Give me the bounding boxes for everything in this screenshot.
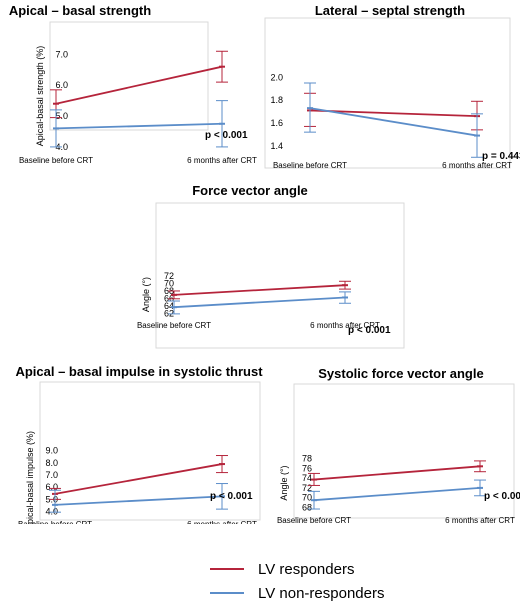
series-line	[173, 296, 346, 309]
panel-systolic-force-vector-angle: Systolic force vector angle 68 70 72 74 76 78…	[258, 362, 520, 525]
series-nonresponders	[49, 483, 228, 513]
series-line	[54, 463, 223, 495]
p-value-label: p < 0.001	[348, 325, 391, 336]
panel-apical-basal-impulse: Apical – basal impulse in systolic thrus…	[0, 362, 262, 530]
series-responders	[50, 50, 228, 119]
x-tick-label: Baseline before CRT	[137, 321, 211, 330]
plot-frame	[264, 17, 511, 169]
series-line	[55, 122, 223, 130]
y-axis-label: Angle (°)	[279, 465, 289, 500]
series-line	[55, 65, 223, 105]
series-line	[309, 109, 478, 118]
legend-swatch	[210, 592, 244, 594]
y-tick-label: 1.8	[270, 95, 283, 105]
series-line	[313, 465, 481, 481]
legend-label: LV responders	[258, 560, 355, 578]
chart-title: Systolic force vector angle	[318, 366, 484, 381]
x-tick-label: Baseline before CRT	[273, 161, 347, 170]
p-value-label: p = 0.443	[482, 151, 520, 162]
y-tick-label: 6.0	[45, 482, 58, 492]
y-tick-label: 64	[164, 301, 174, 311]
panel-apical-basal-strength: Apical – basal strength 4.0 5.0 6.0 7.0 Base…	[0, 0, 260, 180]
chart-title: Force vector angle	[192, 183, 308, 198]
series-nonresponders	[308, 479, 486, 510]
y-tick-label: 7.0	[45, 470, 58, 480]
x-tick-label: 6 months after CRT	[442, 161, 512, 170]
y-tick-label: 1.4	[270, 141, 283, 151]
y-tick-label: 4.0	[45, 507, 58, 517]
series-line	[309, 107, 478, 137]
y-tick-label: 2.0	[270, 72, 283, 82]
y-tick-label: 74	[302, 473, 312, 483]
series-nonresponders	[50, 100, 228, 148]
y-tick-label: 6.0	[55, 80, 68, 90]
series-nonresponders	[304, 82, 483, 158]
panel-force-vector-angle: Force vector angle 62 64 66 68 70 72 Baseline …	[110, 183, 410, 353]
x-tick-label: 6 months after CRT	[310, 321, 380, 330]
plot-frame	[155, 202, 405, 349]
y-tick-label: 70	[302, 493, 312, 503]
plot-frame	[39, 381, 261, 521]
y-tick-label: 70	[164, 279, 174, 289]
legend-label: LV non-responders	[258, 584, 385, 602]
chart-lateral-septal-strength: 1.4 1.6 1.8 2.0 Baseline before CRT 6 months …	[250, 17, 520, 170]
y-tick-label: 9.0	[45, 446, 58, 456]
legend-item-responders: LV responders	[210, 558, 354, 580]
legend-swatch	[210, 568, 244, 570]
panel-lateral-septal-strength: Lateral – septal strength 1.4 1.6 1.8 2.0 Ba…	[250, 0, 520, 180]
series-nonresponders	[168, 291, 351, 315]
y-tick-label: 72	[302, 483, 312, 493]
y-tick-label: 8.0	[45, 458, 58, 468]
y-tick-label: 72	[164, 271, 174, 281]
p-value-label: p < 0.001	[210, 491, 253, 502]
p-value-label: p < 0.001	[205, 130, 248, 141]
series-line	[313, 487, 481, 502]
y-tick-label: 78	[302, 453, 312, 463]
y-tick-label: 7.0	[55, 49, 68, 59]
series-line	[54, 495, 223, 506]
y-axis-label: Apical-basal strength (%)	[35, 46, 45, 147]
y-tick-label: 76	[302, 463, 312, 473]
series-responders	[49, 455, 228, 500]
x-tick-label: 6 months after CRT	[445, 516, 515, 524]
x-tick-label: Baseline before CRT	[277, 516, 351, 524]
series-line	[173, 284, 346, 296]
x-tick-label: Baseline before CRT	[19, 156, 93, 165]
x-tick-label: 6 months after CRT	[187, 156, 257, 165]
plot-frame	[293, 383, 515, 519]
series-responders	[308, 460, 486, 486]
x-tick-label: 6 months after CRT	[187, 520, 257, 524]
y-tick-label: 1.6	[270, 118, 283, 128]
y-axis-label: Apical-basal impulse (%)	[25, 431, 35, 524]
plot-frame	[49, 21, 209, 131]
y-tick-label: 5.0	[55, 111, 68, 121]
legend-item-nonresponders: LV non-responders	[210, 582, 384, 604]
chart-title: Apical – basal impulse in systolic thrus…	[15, 364, 263, 379]
series-responders	[168, 280, 351, 300]
y-axis-label: Angle (°)	[141, 277, 151, 312]
chart-title: Lateral – septal strength	[314, 3, 466, 18]
p-value-label: p < 0.001	[484, 491, 520, 502]
chart-title: Apical – basal strength	[8, 3, 152, 18]
y-tick-label: 68	[302, 503, 312, 513]
